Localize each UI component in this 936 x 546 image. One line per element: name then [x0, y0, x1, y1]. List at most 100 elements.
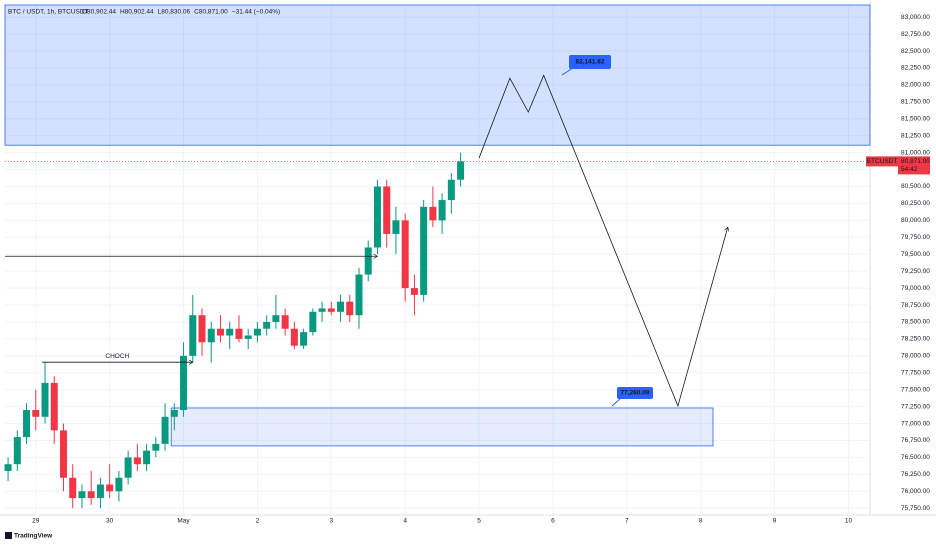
candle-body: [59, 430, 67, 478]
ohlc-value: L80,830.06: [158, 9, 191, 16]
candle-body: [263, 321, 271, 329]
x-tick-label: 8: [699, 518, 703, 525]
y-tick-label: 77,500.00: [901, 386, 930, 393]
y-tick-label: 82,250.00: [901, 65, 930, 72]
y-tick-label: 79,500.00: [901, 251, 930, 258]
supply-zone: [4, 4, 871, 146]
candle-body: [23, 410, 31, 438]
x-tick-label: May: [177, 518, 190, 525]
y-tick-label: 76,250.00: [901, 471, 930, 478]
candle-body: [392, 220, 400, 234]
y-tick-label: 81,000.00: [901, 149, 930, 156]
candle-body: [401, 220, 409, 289]
candle-body: [189, 315, 197, 356]
candle-body: [106, 484, 114, 492]
symbol: BTC / USDT, 1h, BTCUSDT: [8, 9, 89, 16]
target-label: 82,141.82: [576, 59, 605, 66]
target-label-bg: [617, 387, 653, 399]
candle-body: [429, 206, 437, 221]
candle-body: [300, 332, 308, 346]
candle-body: [253, 328, 261, 336]
candle-body: [32, 410, 40, 417]
candle-body: [4, 464, 12, 471]
y-tick-label: 76,750.00: [901, 437, 930, 444]
candle-body: [207, 328, 215, 343]
ohlc-value: C80,871.00: [194, 9, 228, 16]
candle-body: [272, 315, 280, 322]
candle-body: [87, 491, 95, 499]
candle-body: [337, 301, 345, 312]
candle-body: [235, 328, 243, 339]
candle-body: [410, 288, 418, 295]
candle-body: [13, 437, 21, 465]
candle-body: [346, 301, 354, 316]
candle-body: [420, 206, 428, 295]
y-tick-label: 83,000.00: [901, 14, 930, 21]
candle-body: [115, 477, 123, 492]
candle-body: [124, 457, 132, 478]
candle-body: [318, 308, 326, 312]
countdown: 54:42: [901, 166, 918, 173]
candle-body: [327, 308, 335, 312]
y-tick-label: 80,500.00: [901, 183, 930, 190]
candle-body: [50, 382, 58, 431]
brand: TradingView: [14, 533, 53, 540]
y-tick-label: 82,500.00: [901, 48, 930, 55]
y-tick-label: 81,500.00: [901, 116, 930, 123]
x-tick-label: 29: [32, 518, 40, 525]
ohlc-value: O80,902.44: [82, 9, 116, 16]
y-tick-label: 75,750.00: [901, 505, 930, 512]
candle-body: [133, 457, 141, 465]
candle-body: [78, 491, 86, 499]
candle-body: [438, 200, 446, 221]
candle-body: [355, 274, 363, 316]
y-tick-label: 79,750.00: [901, 234, 930, 241]
projection-line: [478, 74, 728, 408]
candle-body: [216, 328, 224, 336]
candle-body: [364, 247, 372, 275]
x-tick-label: 10: [845, 518, 853, 525]
candle-body: [281, 315, 289, 329]
demand-zone: [170, 407, 714, 447]
candle-body: [152, 443, 160, 451]
y-tick-label: 79,000.00: [901, 285, 930, 292]
x-tick-label: 30: [106, 518, 114, 525]
brand-logo: [5, 532, 12, 539]
y-tick-label: 76,500.00: [901, 454, 930, 461]
y-tick-label: 79,250.00: [901, 268, 930, 275]
y-tick-label: 77,250.00: [901, 403, 930, 410]
x-tick-label: 4: [403, 518, 407, 525]
candle-body: [447, 179, 455, 201]
candle-body: [198, 315, 206, 343]
y-tick-label: 80,250.00: [901, 200, 930, 207]
y-tick-label: 81,250.00: [901, 132, 930, 139]
candle-body: [143, 450, 151, 465]
candle-body: [180, 355, 188, 411]
y-tick-label: 78,250.00: [901, 336, 930, 343]
x-tick-label: 9: [773, 518, 777, 525]
ohlc-value: H80,902.44: [120, 9, 154, 16]
x-tick-label: 7: [625, 518, 629, 525]
target-label: 77,260.09: [621, 390, 650, 397]
target-label-bg: [569, 55, 611, 69]
y-tick-label: 78,750.00: [901, 302, 930, 309]
symbol-tag: BTCUSDT: [867, 158, 898, 165]
y-tick-label: 76,000.00: [901, 488, 930, 495]
candle-body: [373, 186, 381, 248]
candle-body: [170, 410, 178, 417]
y-tick-label: 77,750.00: [901, 369, 930, 376]
y-tick-label: 82,000.00: [901, 82, 930, 89]
x-tick-label: 3: [329, 518, 333, 525]
candle-body: [309, 311, 317, 333]
symbol-tag-bg: [866, 156, 898, 167]
x-tick-label: 6: [551, 518, 555, 525]
candle-body: [41, 382, 49, 417]
candle-body: [226, 328, 234, 336]
y-tick-label: 82,750.00: [901, 31, 930, 38]
candle-body: [96, 484, 104, 499]
target-pointer: [611, 398, 621, 407]
y-tick-label: 78,500.00: [901, 319, 930, 326]
last-price-bg: [898, 156, 930, 175]
candle-body: [457, 161, 465, 180]
y-tick-label: 77,000.00: [901, 420, 930, 427]
